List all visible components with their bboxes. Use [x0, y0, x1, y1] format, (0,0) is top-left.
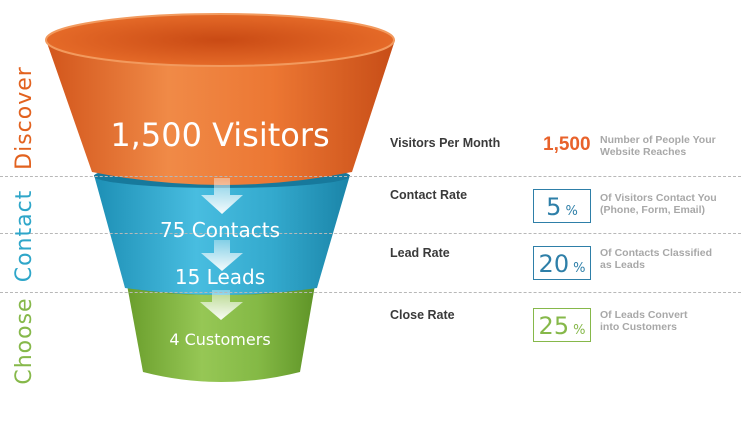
funnel-section-contact	[94, 175, 350, 295]
close-rate-value: 25	[538, 312, 570, 340]
percent-sign: %	[573, 261, 586, 276]
metric-label-visitors: Visitors Per Month	[390, 136, 501, 150]
metric-desc-contact: Of Visitors Contact You (Phone, Form, Em…	[600, 192, 717, 216]
lead-rate-value: 20	[538, 250, 570, 278]
arrow-down-icon	[201, 178, 243, 214]
funnel-section-choose	[127, 285, 315, 382]
arrow-down-icon	[201, 240, 243, 271]
contact-rate-box[interactable]: 5 %	[533, 189, 591, 223]
metric-value-visitors: 1,500	[543, 134, 591, 155]
stage-label-choose: Choose	[12, 297, 37, 385]
lead-rate-box[interactable]: 20 %	[533, 246, 591, 280]
contact-rate-value: 5	[546, 193, 562, 221]
funnel-section-discover	[46, 40, 395, 185]
metric-label-contact: Contact Rate	[390, 188, 468, 202]
divider	[0, 233, 741, 234]
funnel-top-opening	[46, 14, 394, 66]
metric-desc-lead: Of Contacts Classified as Leads	[600, 247, 713, 271]
metric-label-close: Close Rate	[390, 308, 455, 322]
funnel-contacts-text: 75 Contacts	[159, 218, 281, 242]
metric-desc-visitors: Number of People Your Website Reaches	[600, 134, 716, 158]
divider	[0, 292, 741, 293]
funnel-visitors-text: 1,500 Visitors	[110, 116, 330, 154]
metric-label-lead: Lead Rate	[390, 246, 450, 260]
arrow-down-icon	[200, 290, 243, 320]
funnel-customers-text: 4 Customers	[169, 330, 271, 349]
percent-sign: %	[565, 204, 578, 219]
funnel-leads-text: 15 Leads	[174, 265, 266, 289]
divider	[0, 176, 741, 177]
percent-sign: %	[573, 323, 586, 338]
close-rate-box[interactable]: 25 %	[533, 308, 591, 342]
metric-desc-close: Of Leads Convert into Customers	[600, 309, 688, 333]
